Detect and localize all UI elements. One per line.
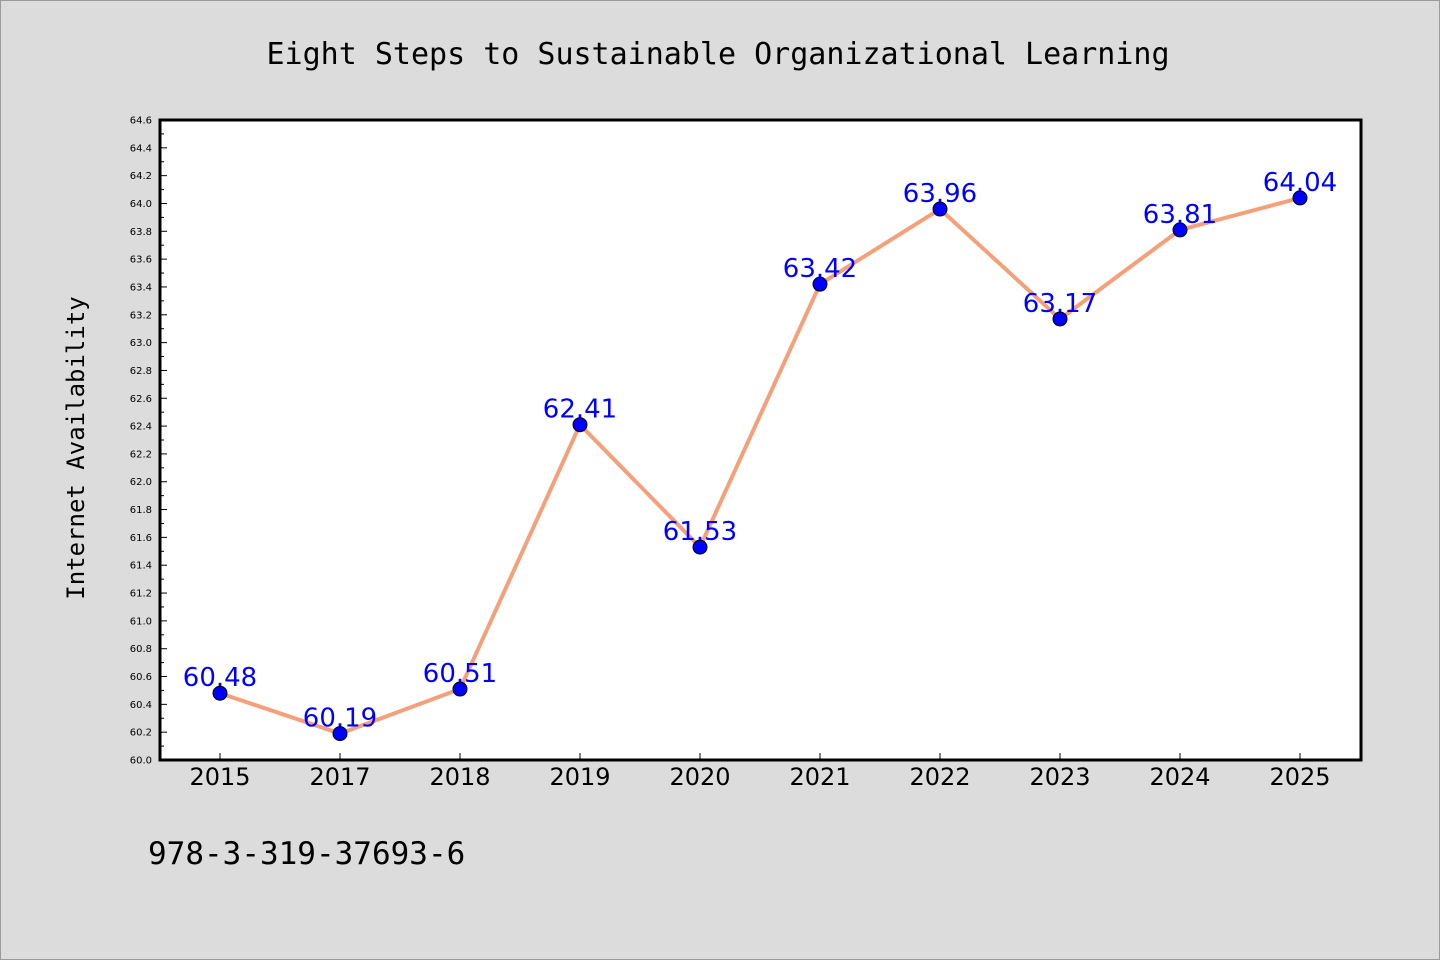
y-tick-label: 60.0 — [130, 756, 152, 767]
x-axis: 2015 2017 2018 2019 2020 2021 2022 2023 2024 2025 — [189, 753, 1331, 791]
series-line — [218, 195, 1302, 736]
series-layer — [218, 195, 1302, 736]
data-label: 61.53 — [663, 517, 737, 547]
data-point — [812, 276, 828, 292]
y-tick-label: 62.4 — [130, 422, 152, 433]
x-tick-label: 2019 — [549, 763, 610, 791]
data-label: 62.41 — [543, 395, 617, 425]
y-tick-label: 60.8 — [130, 644, 152, 655]
data-point — [1292, 190, 1308, 206]
x-tick-label: 2020 — [669, 763, 730, 791]
y-tick-label: 64.4 — [130, 143, 152, 154]
x-tick-label: 2022 — [909, 763, 970, 791]
y-tick-label: 60.2 — [130, 728, 152, 739]
data-label: 63.42 — [783, 254, 857, 284]
data-label: 63.81 — [1143, 200, 1217, 230]
y-tick-label: 64.2 — [130, 171, 152, 182]
chart-title: Eight Steps to Sustainable Organizationa… — [266, 37, 1169, 72]
y-tick-label: 63.8 — [130, 227, 152, 238]
y-tick-label: 63.6 — [130, 255, 152, 266]
y-tick-label: 63.4 — [130, 282, 152, 293]
y-tick-label: 63.0 — [130, 338, 152, 349]
data-point — [572, 417, 588, 433]
data-label: 64.04 — [1263, 168, 1337, 198]
plot-area — [158, 118, 1363, 762]
data-label: 63.17 — [1023, 289, 1097, 319]
y-tick-label: 62.8 — [130, 366, 152, 377]
y-tick-label: 61.0 — [130, 616, 152, 627]
y-tick-label: 60.4 — [130, 700, 152, 711]
data-point — [932, 201, 948, 217]
marker-layer — [212, 190, 1308, 742]
data-point — [1052, 311, 1068, 327]
data-point — [452, 681, 468, 697]
data-label: 60.51 — [423, 659, 497, 689]
y-tick-label: 62.0 — [130, 477, 152, 488]
y-axis-label: Internet Availability — [62, 296, 90, 599]
x-tick-label: 2025 — [1269, 763, 1330, 791]
data-label: 60.19 — [303, 704, 377, 734]
y-tick-label: 61.4 — [130, 561, 152, 572]
y-tick-label: 60.6 — [130, 672, 152, 683]
x-tick-label: 2021 — [789, 763, 850, 791]
x-tick-label: 2018 — [429, 763, 490, 791]
y-tick-label: 61.6 — [130, 533, 152, 544]
data-point — [332, 726, 348, 742]
y-tick-label: 62.2 — [130, 449, 152, 460]
data-label: 63.96 — [903, 179, 977, 209]
data-point — [692, 539, 708, 555]
y-tick-label: 61.8 — [130, 505, 152, 516]
data-point — [212, 685, 228, 701]
isbn-footnote: 978-3-319-37693-6 — [148, 836, 465, 872]
x-tick-label: 2024 — [1149, 763, 1210, 791]
data-point — [1172, 222, 1188, 238]
y-tick-label: 61.2 — [130, 589, 152, 600]
x-tick-label: 2015 — [189, 763, 250, 791]
x-tick-label: 2017 — [309, 763, 370, 791]
y-axis: 60.0 60.2 60.4 60.6 60.8 61.0 61.2 61.4 61.6 61.8… — [130, 116, 167, 767]
y-tick-label: 64.0 — [130, 199, 152, 210]
y-tick-label: 62.6 — [130, 394, 152, 405]
data-label-layer: 60.48 60.19 60.51 62.41 61.53 63.42 63.96 63.17… — [183, 168, 1337, 734]
y-tick-label: 63.2 — [130, 310, 152, 321]
x-tick-label: 2023 — [1029, 763, 1090, 791]
data-label: 60.48 — [183, 663, 257, 693]
y-tick-label: 64.6 — [130, 116, 152, 127]
